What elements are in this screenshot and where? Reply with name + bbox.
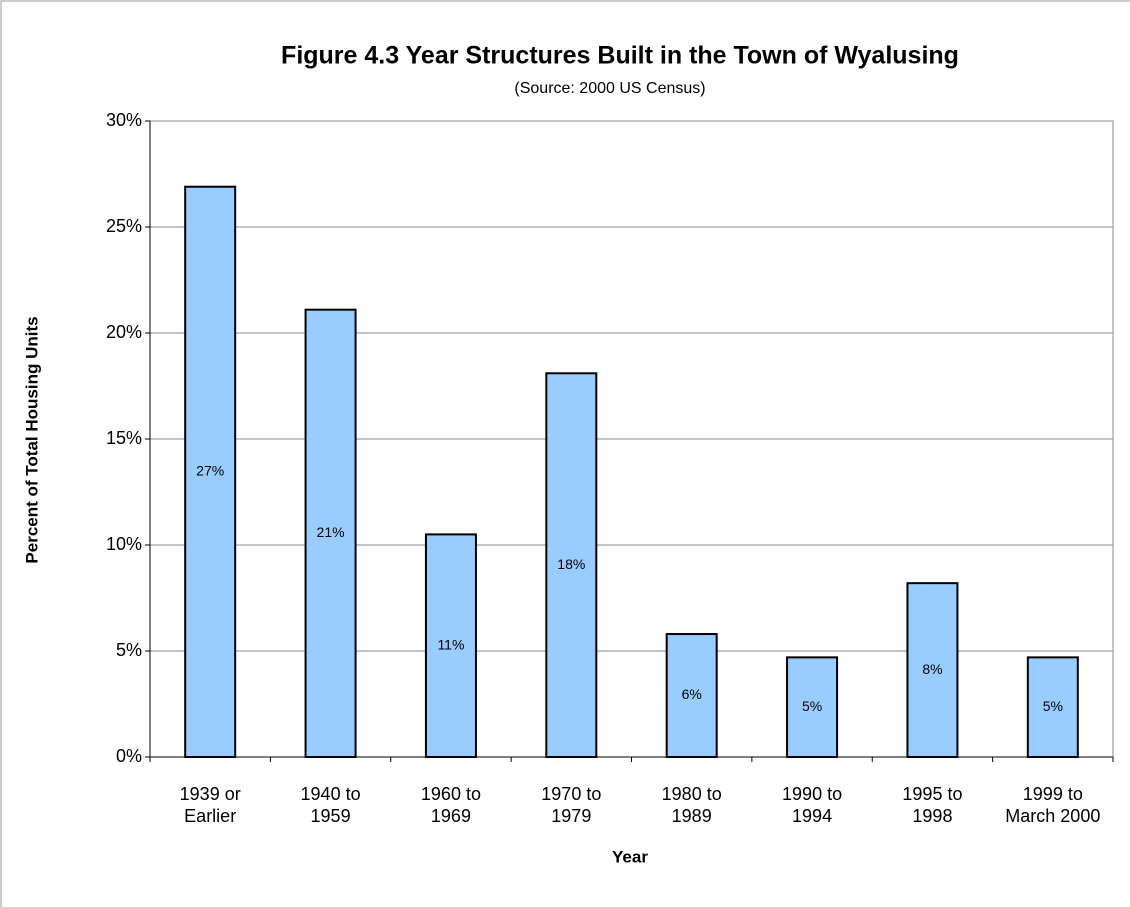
x-tick-label: 1999 to March 2000 bbox=[1005, 784, 1101, 826]
data-label: 8% bbox=[922, 661, 942, 677]
y-tick-label: 5% bbox=[116, 640, 142, 660]
data-label: 6% bbox=[682, 686, 702, 702]
chart-title: Figure 4.3 Year Structures Built in the … bbox=[281, 42, 959, 70]
data-label: 5% bbox=[802, 698, 822, 714]
chart-subtitle: (Source: 2000 US Census) bbox=[514, 80, 705, 97]
x-tick-label: 1980 to 1989 bbox=[661, 784, 722, 826]
x-tick-label: 1939 or Earlier bbox=[179, 784, 241, 826]
bar bbox=[906, 582, 959, 758]
y-tick-label: 15% bbox=[106, 428, 142, 448]
y-tick-label: 30% bbox=[106, 110, 142, 130]
data-label: 21% bbox=[317, 524, 345, 540]
x-tick-label: 1970 to 1979 bbox=[541, 784, 602, 826]
x-tick-label: 1995 to 1998 bbox=[902, 784, 963, 826]
y-tick-label: 20% bbox=[106, 322, 142, 342]
x-tick-label: 1960 to 1969 bbox=[420, 784, 481, 826]
y-tick-label: 25% bbox=[106, 216, 142, 236]
bar bbox=[1026, 656, 1079, 758]
bar bbox=[184, 185, 237, 759]
bar bbox=[424, 533, 477, 759]
data-label: 11% bbox=[437, 636, 464, 652]
data-label: 18% bbox=[557, 556, 585, 572]
x-axis-title: Year bbox=[612, 847, 648, 866]
bar bbox=[786, 656, 839, 758]
bar bbox=[304, 308, 357, 758]
y-axis-title: Percent of Total Housing Units bbox=[22, 316, 41, 563]
data-label: 5% bbox=[1043, 698, 1063, 714]
y-tick-label: 10% bbox=[106, 534, 142, 554]
x-tick-label: 1940 to 1959 bbox=[300, 784, 361, 826]
bar bbox=[665, 633, 718, 758]
x-tick-label: 1990 to 1994 bbox=[782, 784, 843, 826]
bar bbox=[545, 372, 598, 758]
y-tick-label: 0% bbox=[116, 746, 142, 766]
data-label: 27% bbox=[196, 463, 224, 479]
